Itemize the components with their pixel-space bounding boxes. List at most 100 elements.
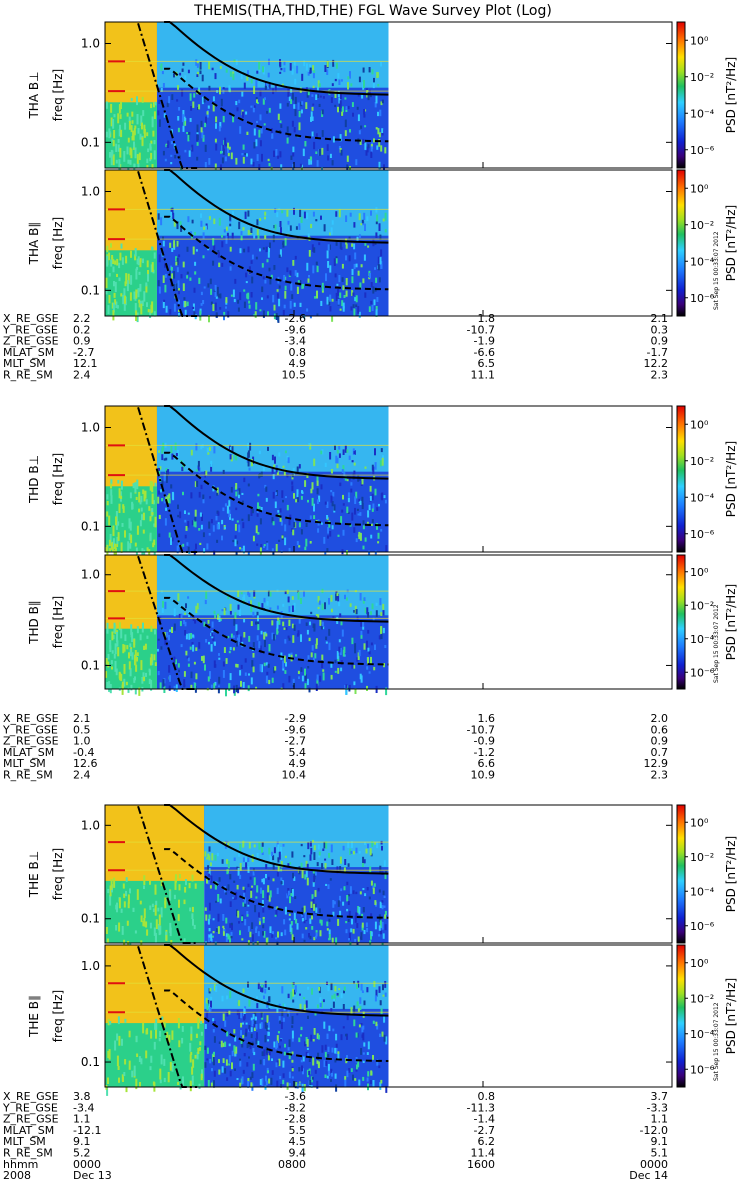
texture-cell: [236, 630, 239, 635]
texture-cell: [253, 1023, 256, 1028]
texture-cell: [204, 1045, 207, 1050]
texture-cell: [155, 1018, 158, 1030]
texture-cell: [140, 915, 143, 923]
texture-cell: [210, 644, 213, 652]
texture-cell: [350, 1068, 353, 1072]
texture-cell: [328, 934, 331, 940]
texture-cell: [157, 496, 160, 504]
texture-cell: [373, 138, 375, 143]
texture-cell: [369, 485, 372, 492]
texture-cell: [268, 996, 271, 1003]
texture-cell: [361, 496, 364, 503]
texture-cell: [222, 148, 225, 155]
texture-cell: [118, 622, 121, 631]
texture-cell: [351, 276, 354, 284]
texture-cell: [161, 1016, 164, 1020]
texture-cell: [253, 877, 256, 886]
texture-cell: [303, 1004, 306, 1013]
texture-cell: [367, 245, 370, 248]
texture-cell: [382, 933, 385, 939]
texture-cell: [225, 935, 228, 942]
texture-cell: [378, 161, 381, 170]
texture-cell: [208, 216, 211, 220]
texture-cell: [141, 300, 144, 306]
texture-cell: [166, 1031, 169, 1041]
ephemeris-value: 1.6: [478, 712, 496, 725]
texture-cell: [210, 1000, 212, 1008]
texture-cell: [372, 503, 375, 510]
texture-cell: [235, 491, 238, 497]
texture-cell: [244, 919, 247, 926]
texture-cell: [314, 935, 317, 939]
texture-cell: [151, 508, 154, 516]
texture-cell: [142, 1022, 145, 1034]
texture-cell: [132, 483, 135, 489]
texture-cell: [180, 274, 183, 279]
texture-cell: [353, 527, 356, 533]
texture-cell: [284, 929, 287, 936]
texture-cell: [378, 1065, 381, 1069]
texture-cell: [107, 661, 110, 668]
texture-cell: [371, 508, 374, 512]
texture-cell: [214, 941, 217, 947]
texture-cell: [370, 931, 373, 937]
texture-cell: [128, 652, 130, 659]
texture-cell: [274, 914, 277, 917]
texture-cell: [210, 632, 213, 636]
texture-cell: [182, 110, 185, 117]
ephemeris-value: Dec 13: [73, 1169, 112, 1182]
texture-cell: [326, 1033, 329, 1039]
texture-cell: [203, 226, 206, 230]
texture-cell: [306, 678, 309, 686]
texture-cell: [106, 501, 109, 506]
texture-cell: [242, 902, 245, 907]
ephemeris-value: 9.4: [289, 1147, 307, 1160]
texture-cell: [117, 113, 120, 124]
texture-cell: [353, 665, 356, 669]
texture-cell: [346, 1014, 349, 1021]
texture-cell: [212, 96, 215, 102]
texture-cell: [366, 666, 369, 670]
texture-cell: [247, 452, 250, 458]
panel-ylabel-freq: freq [Hz]: [51, 990, 65, 1042]
texture-cell: [362, 138, 365, 144]
texture-cell: [258, 641, 261, 649]
texture-cell: [271, 454, 274, 461]
texture-cell: [217, 511, 220, 516]
texture-cell: [318, 149, 321, 156]
texture-cell: [377, 128, 380, 135]
texture-cell: [278, 1045, 281, 1049]
texture-cell: [289, 225, 292, 231]
ephemeris-value: -8.2: [285, 1101, 306, 1114]
texture-cell: [181, 1037, 184, 1044]
texture-cell: [165, 507, 168, 511]
texture-cell: [367, 1071, 370, 1077]
texture-cell: [154, 1022, 157, 1030]
texture-cell: [252, 1048, 255, 1053]
texture-cell: [355, 304, 358, 307]
texture-cell: [208, 902, 211, 911]
texture-cell: [373, 77, 375, 83]
ephemeris-value: 10.4: [282, 769, 307, 782]
texture-cell: [351, 268, 354, 276]
texture-cell: [225, 689, 227, 697]
texture-cell: [355, 159, 358, 166]
texture-cell: [124, 122, 127, 130]
panel-ylabel: THD B⊥: [27, 455, 41, 504]
texture-cell: [293, 912, 296, 921]
texture-cell: [234, 1053, 237, 1057]
texture-cell: [214, 289, 217, 297]
texture-cell: [359, 1005, 362, 1010]
texture-cell: [170, 267, 173, 271]
texture-cell: [324, 1074, 327, 1078]
texture-cell: [228, 85, 231, 92]
texture-cell: [285, 627, 288, 631]
texture-cell: [218, 877, 221, 882]
texture-cell: [370, 611, 372, 615]
texture-cell: [243, 632, 246, 638]
texture-cell: [372, 1020, 375, 1024]
texture-cell: [241, 938, 244, 941]
texture-cell: [108, 295, 111, 304]
texture-cell: [266, 542, 269, 550]
